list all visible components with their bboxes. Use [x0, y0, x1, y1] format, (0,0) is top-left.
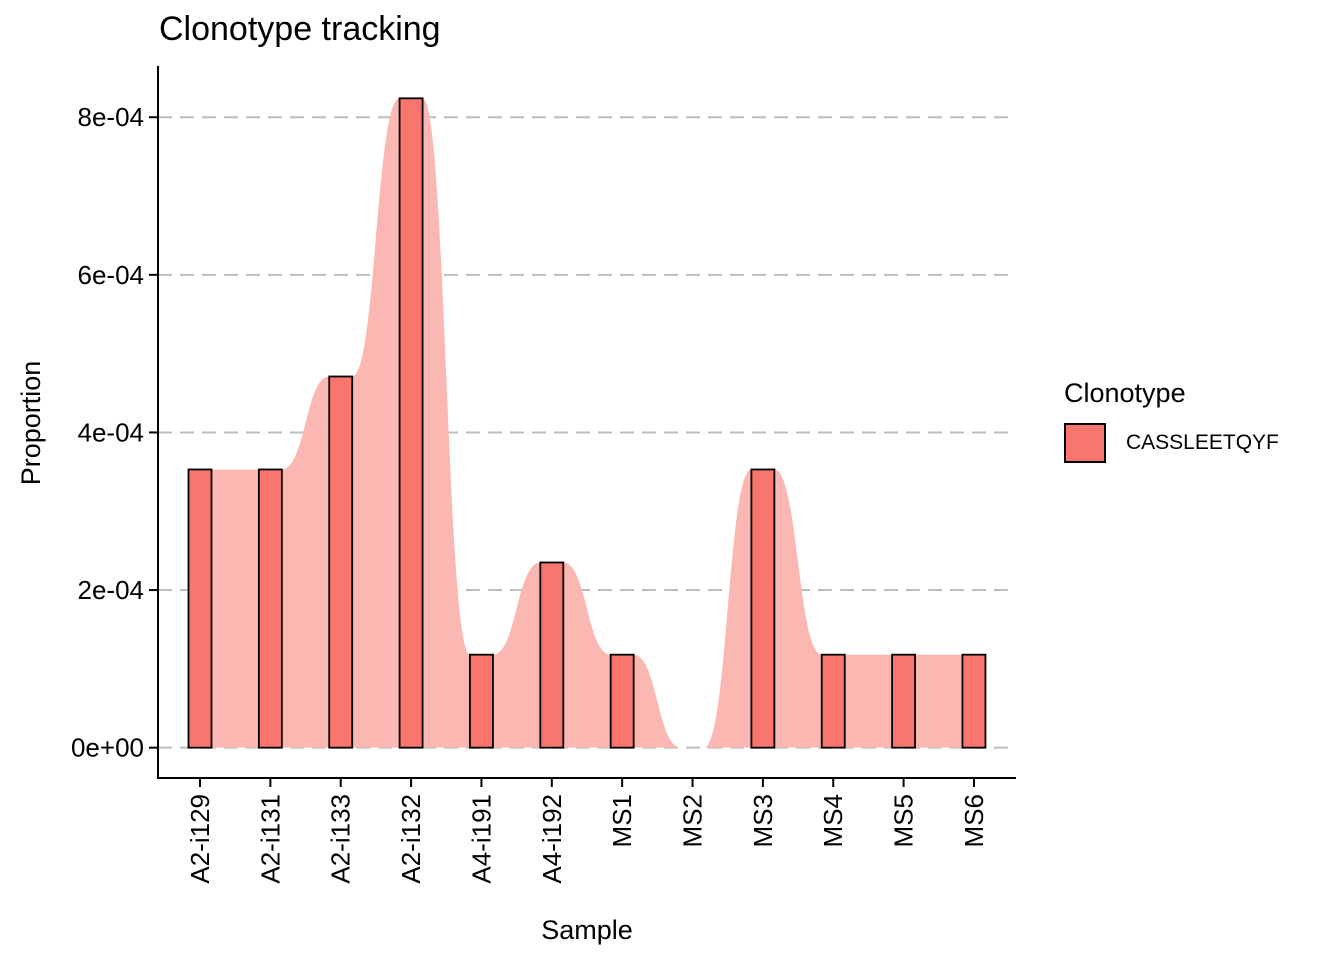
flow-area [903, 654, 974, 748]
bar [469, 653, 494, 749]
flow-area [340, 98, 412, 748]
bar [961, 653, 987, 749]
legend-label: CASSLEETQYF [1126, 431, 1279, 454]
bar [328, 375, 354, 749]
bar [398, 97, 424, 749]
legend-item: CASSLEETQYF [1064, 423, 1279, 463]
legend-title: Clonotype [1064, 378, 1186, 408]
x-tick-label: MS4 [818, 794, 848, 847]
x-tick-label: MS5 [889, 794, 919, 847]
bar [750, 468, 776, 749]
bar [609, 653, 635, 749]
bar [820, 653, 846, 749]
x-tick-label: A4-i191 [466, 794, 496, 884]
bars [187, 97, 987, 749]
bar [257, 468, 283, 749]
flow-area [200, 469, 271, 748]
x-ticks: A2-i129 A2-i131 A2-i133 A2-i132 A4-i191 A4-i1… [185, 778, 989, 884]
y-tick-label: 4e-04 [78, 417, 145, 447]
y-ticks: 0e+00 2e-04 4e-04 6e-04 8e-04 [71, 102, 158, 763]
flow-areas [200, 98, 974, 748]
chart-title: Clonotype tracking [159, 10, 441, 48]
x-tick-label: MS1 [607, 794, 637, 847]
x-tick-label: MS6 [959, 794, 989, 847]
x-tick-label: A2-i132 [396, 794, 426, 884]
x-tick-label: A2-i133 [326, 794, 356, 884]
x-tick-label: A2-i131 [255, 794, 285, 884]
y-tick-label: 0e+00 [71, 733, 144, 763]
x-tick-label: A2-i129 [185, 794, 215, 884]
flow-area [411, 98, 482, 748]
flow-area [551, 562, 623, 748]
x-tick-label: A4-i192 [537, 794, 567, 884]
y-tick-label: 8e-04 [78, 102, 145, 132]
y-tick-label: 2e-04 [78, 575, 145, 605]
y-tick-label: 6e-04 [78, 260, 145, 290]
x-tick-label: MS2 [678, 794, 708, 847]
legend-swatch [1064, 423, 1106, 463]
bar [539, 561, 565, 749]
flow-area [692, 469, 763, 748]
flow-area [270, 376, 341, 748]
legend: Clonotype CASSLEETQYF [1064, 378, 1279, 463]
flow-area [833, 654, 904, 748]
axes [157, 66, 1016, 779]
bar [187, 468, 213, 749]
x-tick-label: MS3 [748, 794, 778, 847]
flow-area [622, 654, 693, 748]
flow-area [481, 562, 552, 748]
flow-area [762, 469, 834, 748]
x-axis-label: Sample [541, 915, 633, 945]
y-axis-label: Proportion [16, 361, 46, 486]
bar [891, 653, 916, 749]
